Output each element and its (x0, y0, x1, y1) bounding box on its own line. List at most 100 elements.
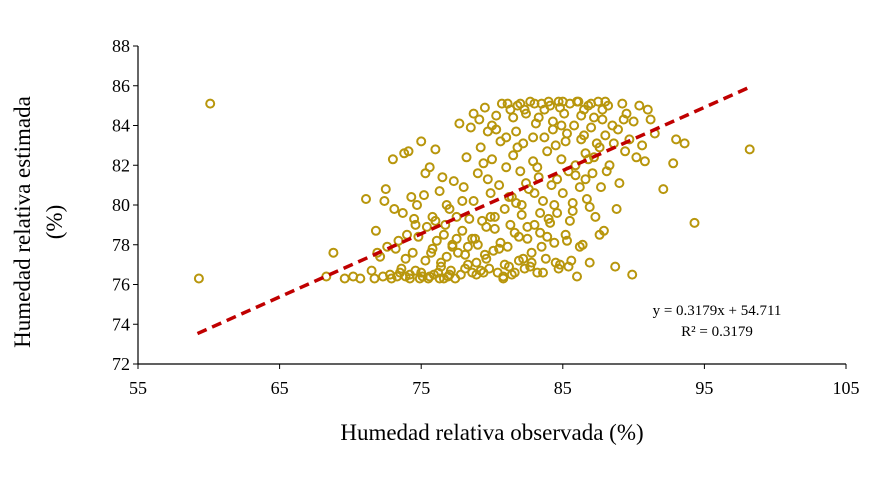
data-point (502, 241, 513, 252)
data-point (471, 257, 482, 268)
x-tick-label: 85 (554, 378, 572, 398)
data-point (634, 100, 645, 111)
data-point (529, 98, 540, 109)
x-tick-label: 95 (695, 378, 713, 398)
data-point (519, 263, 530, 274)
data-point (579, 130, 589, 141)
data-point (542, 231, 553, 242)
data-point (584, 257, 595, 268)
data-point (472, 239, 483, 250)
data-point (366, 265, 377, 276)
data-point (569, 120, 580, 131)
data-point (522, 221, 533, 232)
data-point (421, 221, 432, 232)
data-point (440, 219, 451, 230)
data-point (570, 170, 581, 181)
data-point (518, 253, 529, 264)
data-point (465, 122, 476, 133)
data-point (671, 134, 682, 145)
data-point (589, 112, 599, 123)
data-point (424, 271, 435, 282)
data-point (457, 225, 468, 236)
data-point (628, 116, 639, 127)
data-point (447, 241, 458, 252)
data-point (495, 136, 506, 147)
data-point (516, 209, 527, 220)
data-point (516, 200, 527, 210)
data-point (545, 217, 556, 228)
data-point (572, 96, 582, 107)
y-tick-label: 76 (112, 275, 130, 295)
data-point (564, 215, 575, 226)
data-point (478, 158, 489, 169)
data-point (508, 112, 519, 123)
data-point (397, 208, 408, 218)
data-point (532, 162, 543, 173)
data-point (529, 188, 540, 199)
data-point (491, 124, 502, 135)
data-point (581, 194, 592, 204)
data-point (627, 269, 638, 280)
data-point (485, 188, 496, 199)
data-point (419, 190, 429, 201)
data-point (563, 261, 574, 272)
data-point (589, 152, 599, 163)
data-point (448, 176, 459, 187)
data-point (567, 198, 578, 208)
data-point (584, 202, 595, 212)
data-point (574, 182, 585, 193)
data-point (689, 217, 700, 228)
data-point (458, 182, 469, 193)
data-point (658, 184, 669, 195)
data-point (474, 114, 485, 125)
data-point (502, 98, 513, 109)
data-point (462, 259, 473, 270)
data-point (549, 237, 560, 248)
data-point (481, 221, 492, 232)
x-tick-labels: 55 65 75 85 95 105 (129, 364, 860, 398)
data-point (586, 98, 597, 109)
data-point (597, 114, 608, 125)
data-point (454, 118, 465, 129)
data-point (467, 233, 478, 244)
data-point (613, 124, 623, 135)
data-point (617, 98, 628, 109)
data-point (380, 184, 391, 195)
data-point (637, 140, 648, 151)
y-tick-label: 80 (112, 195, 130, 215)
data-point (515, 166, 526, 177)
data-point (600, 96, 611, 107)
data-point (549, 200, 560, 210)
y-tick-label: 88 (112, 36, 130, 56)
data-point (501, 162, 512, 173)
data-point (386, 273, 397, 284)
data-point (539, 132, 550, 143)
data-point (535, 227, 546, 238)
data-point (570, 160, 581, 171)
data-point (546, 180, 557, 191)
data-point (522, 233, 533, 244)
data-point (499, 204, 510, 214)
data-point (487, 154, 497, 165)
data-point (552, 208, 563, 218)
data-point (560, 229, 571, 240)
data-point (434, 273, 445, 284)
data-point (601, 166, 612, 177)
data-point (535, 208, 546, 218)
data-point (511, 126, 522, 137)
data-point (668, 158, 679, 169)
data-point (528, 132, 539, 143)
data-point (639, 156, 650, 167)
data-point (370, 225, 381, 236)
data-points (193, 96, 755, 284)
data-point (538, 196, 548, 206)
data-point (567, 206, 578, 216)
data-point (451, 211, 462, 222)
data-point (482, 174, 493, 185)
data-point (431, 235, 442, 246)
data-point (580, 174, 591, 185)
data-point (596, 182, 606, 193)
data-point (404, 269, 415, 280)
data-point (491, 110, 502, 121)
data-point (645, 114, 656, 125)
